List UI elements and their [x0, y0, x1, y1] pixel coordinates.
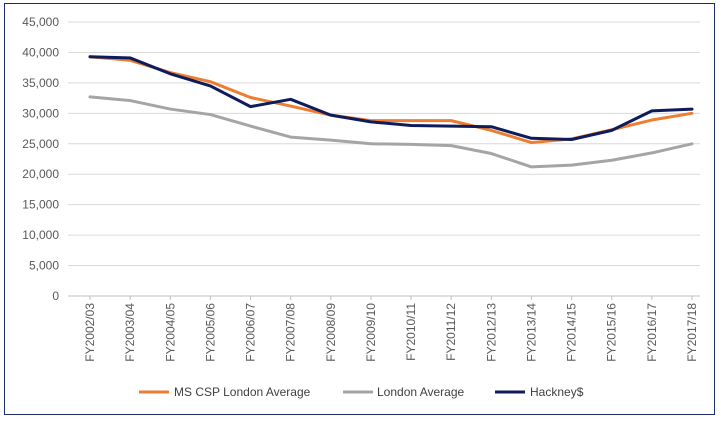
- x-tick-label: FY2008/09: [324, 303, 338, 362]
- series-line: [88, 55, 694, 142]
- y-axis-tick-labels: 0 5,000 10,000 15,000 20,000 25,000 30,000 35,0…: [22, 15, 59, 303]
- x-tick-label: FY2017/18: [685, 303, 699, 362]
- x-tick-label: FY2007/08: [284, 303, 298, 362]
- y-tick-label: 25,000: [22, 137, 59, 151]
- legend-label: London Average: [377, 385, 465, 399]
- x-tick-label: FY2002/03: [83, 303, 97, 362]
- legend: MS CSP London Average London Average Hackn…: [139, 385, 584, 399]
- series-lines: [88, 55, 694, 169]
- x-tick-label: FY2009/10: [364, 303, 378, 362]
- y-tick-label: 35,000: [22, 76, 59, 90]
- chart-frame: [4, 3, 715, 415]
- x-tick-label: FY2010/11: [404, 303, 418, 361]
- y-tick-label: 40,000: [22, 45, 59, 59]
- x-tick-label: FY2012/13: [484, 303, 498, 362]
- x-tick-label: FY2014/15: [565, 303, 579, 362]
- y-tick-label: 30,000: [22, 106, 59, 120]
- x-axis-tick-labels: FY2002/03 FY2003/04 FY2004/05 FY2005/06 FY20…: [83, 303, 699, 362]
- x-tick-label: FY2011/12: [444, 303, 458, 361]
- y-tick-label: 0: [52, 289, 59, 303]
- gridlines: [68, 21, 700, 267]
- x-tick-label: FY2016/17: [645, 303, 659, 362]
- x-tick-label: FY2006/07: [244, 303, 258, 362]
- series-line: [88, 95, 694, 169]
- legend-label: MS CSP London Average: [174, 385, 311, 399]
- series-line: [88, 55, 694, 145]
- y-tick-label: 10,000: [22, 228, 59, 242]
- x-tick-label: FY2003/04: [123, 303, 137, 362]
- x-tick-label: FY2005/06: [203, 303, 217, 362]
- y-tick-label: 20,000: [22, 167, 59, 181]
- x-tick-label: FY2013/14: [524, 303, 538, 362]
- legend-label: Hackney$: [530, 385, 584, 399]
- x-tick-label: FY2004/05: [163, 303, 177, 362]
- x-axis: [68, 295, 700, 300]
- y-tick-label: 45,000: [22, 15, 59, 29]
- x-tick-label: FY2015/16: [605, 303, 619, 362]
- y-tick-label: 15,000: [22, 198, 59, 212]
- y-tick-label: 5,000: [29, 259, 59, 273]
